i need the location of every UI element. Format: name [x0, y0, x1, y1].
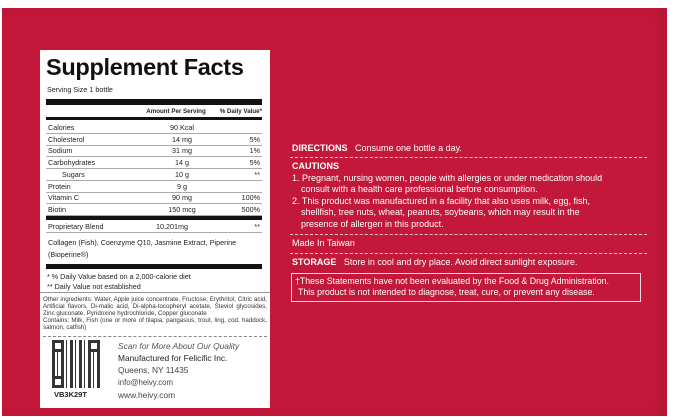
nutrient-dv: 5%	[249, 134, 260, 144]
qr-code[interactable]	[52, 340, 100, 388]
nutrient-row: Calories 90 Kcal	[46, 122, 262, 134]
amount-header: Amount Per Serving	[146, 108, 206, 115]
nutrient-row: Protein 9 g	[46, 181, 262, 193]
nutrient-name: Sodium	[48, 146, 73, 156]
nutrient-amount: 150 mcg	[168, 204, 196, 214]
manufacturer: Manufactured for Felicific Inc.	[118, 353, 228, 363]
footnote-dv: * % Daily Value based on a 2,000-calorie…	[47, 272, 191, 281]
nutrient-row: Cholesterol 14 mg 5%	[46, 134, 262, 146]
nutrient-name: Protein	[48, 181, 71, 191]
cautions-label: CAUTIONS	[292, 161, 339, 171]
nutrient-amount: 31 mg	[172, 146, 192, 156]
nutrient-amount: 10 g	[175, 169, 189, 179]
nutrient-name: Sugars	[62, 169, 85, 179]
nutrient-amount: 90 Kcal	[170, 123, 194, 132]
divider	[46, 99, 262, 105]
nutrient-name: Vitamin C	[48, 193, 80, 203]
allergen-contains: Contains: Milk, Fish (one or more of til…	[43, 317, 267, 332]
divider	[40, 292, 270, 293]
blend-ingredients: Collagen (Fish), Coenzyme Q10, Jasmine E…	[48, 238, 237, 259]
nutrient-dv: 1%	[249, 146, 260, 156]
website[interactable]: www.heivy.com	[118, 390, 176, 400]
nutrient-row: Carbohydrates 14 g 5%	[46, 157, 262, 170]
disclaimer-line-2: This product is not intended to diagnose…	[298, 287, 595, 297]
nutrient-dv: 5%	[249, 158, 260, 168]
label-title: Supplement Facts	[46, 54, 244, 80]
nutrient-dv: 100%	[241, 193, 260, 203]
nutrient-name: Calories	[48, 123, 75, 132]
supplement-facts-label: Supplement Facts Serving Size 1 bottle A…	[40, 50, 270, 408]
fda-disclaimer: †These Statements have not been evaluate…	[291, 273, 641, 302]
nutrient-dv: **	[254, 169, 260, 179]
nutrient-row: Vitamin C 90 mg 100%	[46, 192, 262, 205]
serving-size: Serving Size 1 bottle	[47, 85, 113, 94]
storage-text: Store in cool and dry place. Avoid direc…	[343, 257, 578, 267]
blend-name: Proprietary Blend	[48, 222, 104, 231]
caution-1: 1. Pregnant, nursing women, people with …	[292, 173, 603, 183]
dv-header: % Daily Value*	[219, 108, 262, 115]
origin: Made In Taiwan	[292, 238, 355, 248]
nutrient-dv: 500%	[241, 204, 260, 214]
nutrient-name: Cholesterol	[48, 134, 85, 144]
nutrient-amount: 9 g	[177, 181, 187, 191]
other-ingredients: Other ingredients: Water, Apple juice co…	[43, 296, 267, 332]
directions-text: Consume one bottle a day.	[355, 143, 462, 153]
divider	[46, 216, 262, 220]
blend-dv: **	[254, 222, 260, 231]
nutrient-amount: 90 mg	[172, 193, 192, 203]
divider	[46, 264, 262, 269]
caution-2-cont2: presence of allergen in this product.	[301, 219, 444, 229]
qr-code-id: VB3K29T	[54, 390, 87, 399]
package-panel: Supplement Facts Serving Size 1 bottle A…	[2, 8, 667, 416]
divider	[46, 117, 262, 120]
nutrient-name: Biotin	[48, 204, 66, 214]
blend-amount: 10,201mg	[156, 222, 188, 231]
nutrient-amount: 14 mg	[172, 134, 192, 144]
nutrient-row: Sodium 31 mg 1%	[46, 145, 262, 158]
nutrient-amount: 14 g	[175, 158, 189, 168]
divider	[290, 234, 647, 235]
email[interactable]: info@heivy.com	[118, 378, 174, 387]
address: Queens, NY 11435	[118, 365, 189, 375]
caution-2: 2. This product was manufactured in a fa…	[292, 196, 590, 206]
scan-text: Scan for More About Our Quality	[118, 341, 240, 351]
caution-1-cont: consult with a health care professional …	[301, 184, 538, 194]
storage-label: STORAGE	[292, 257, 337, 267]
divider	[43, 336, 267, 337]
divider	[290, 253, 647, 254]
divider	[290, 157, 647, 158]
caution-2-cont: shellfish, tree nuts, wheat, peanuts, so…	[301, 207, 580, 217]
nutrient-row: Biotin 150 mcg 500%	[46, 204, 262, 216]
blend-row: Proprietary Blend 10,201mg **	[46, 221, 262, 233]
disclaimer-line-1: †These Statements have not been evaluate…	[295, 276, 609, 286]
nutrient-name: Carbohydrates	[48, 158, 96, 168]
directions-label: DIRECTIONS	[292, 143, 348, 153]
footnote-not-established: ** Daily Value not established	[47, 282, 141, 291]
nutrient-row: Sugars 10 g **	[46, 169, 262, 181]
